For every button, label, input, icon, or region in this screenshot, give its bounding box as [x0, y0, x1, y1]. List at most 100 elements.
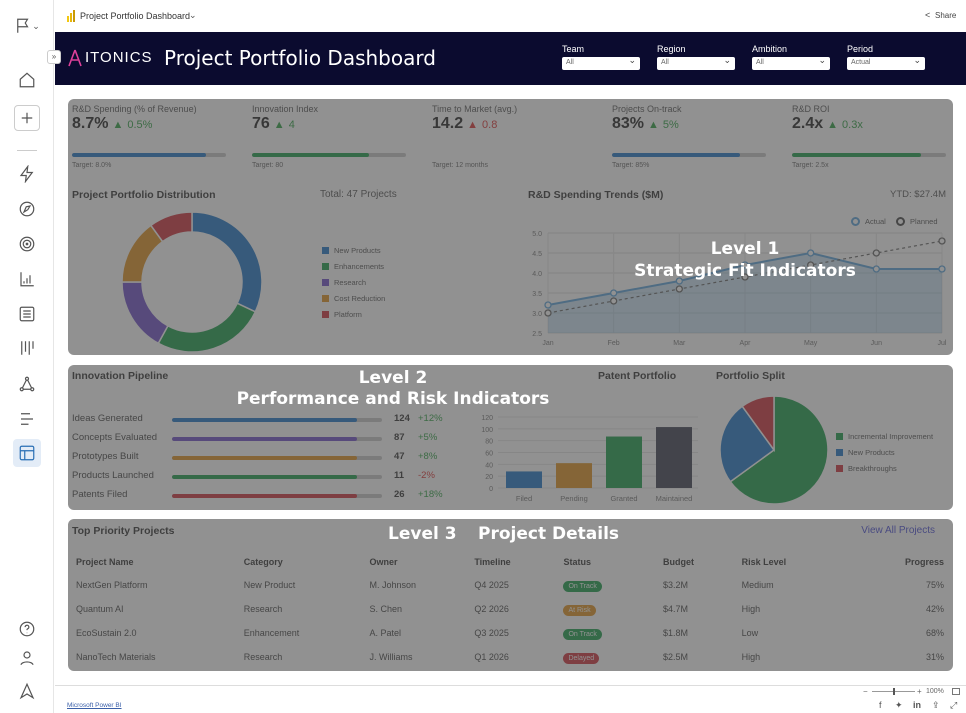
table-cell: J. Williams — [369, 652, 413, 662]
team-select[interactable]: All — [562, 55, 640, 70]
region-filter[interactable]: Region All — [657, 44, 735, 70]
share-icon[interactable]: < — [925, 10, 931, 20]
report-topbar: Project Portfolio Dashboard ⌄ < Share — [55, 0, 966, 32]
table-row[interactable]: Quantum AI Research S. Chen Q2 2026 At Risk $… — [76, 597, 944, 621]
twitter-icon[interactable]: ✦ — [895, 700, 903, 710]
table-cell: NanoTech Materials — [76, 652, 156, 662]
nodes-icon[interactable] — [14, 371, 40, 397]
column-header[interactable]: Owner — [369, 557, 398, 567]
flag-icon[interactable]: ⌄ — [10, 13, 44, 39]
planned-point[interactable] — [675, 285, 683, 293]
actual-point[interactable] — [544, 301, 552, 309]
powerbi-link[interactable]: Microsoft Power BI — [67, 702, 122, 709]
legend-label: Incremental Improvement — [848, 432, 934, 441]
y-tick-label: 100 — [481, 427, 493, 434]
actual-point[interactable] — [938, 265, 946, 273]
zoom-slider[interactable] — [872, 688, 915, 695]
patent-bar[interactable] — [506, 471, 542, 488]
x-tick-label: Jan — [542, 340, 553, 347]
align-icon[interactable] — [14, 406, 40, 432]
level1-title: Level 1 — [710, 239, 780, 259]
linkedin-icon[interactable]: in — [913, 700, 921, 710]
legend-swatch — [836, 465, 843, 472]
donut-slice[interactable] — [157, 302, 257, 353]
table-cell: Research — [243, 604, 283, 614]
period-select[interactable]: Actual — [847, 55, 925, 70]
plus-icon[interactable] — [14, 105, 40, 131]
column-header[interactable]: Progress — [904, 557, 944, 567]
legend-label: Research — [334, 278, 367, 287]
send-icon[interactable] — [14, 196, 40, 222]
column-header[interactable]: Timeline — [474, 557, 511, 567]
zoom-in-button[interactable]: + — [917, 687, 922, 696]
team-filter[interactable]: Team All — [562, 44, 640, 70]
kanban-icon[interactable] — [14, 335, 40, 361]
legend-label: New Products — [334, 246, 381, 255]
home-icon[interactable] — [14, 67, 40, 93]
column-header[interactable]: Risk Level — [741, 557, 787, 567]
expand-pane-button[interactable]: » — [47, 50, 61, 64]
y-tick-label: 60 — [485, 451, 493, 458]
user-icon[interactable] — [14, 645, 40, 671]
zoom-out-button[interactable]: − — [863, 687, 868, 696]
help-icon[interactable] — [14, 616, 40, 642]
donut-slice[interactable] — [191, 211, 263, 313]
chevron-down-icon[interactable]: ⌄ — [189, 10, 197, 20]
x-tick-label: Pending — [560, 494, 588, 503]
y-tick-label: 0 — [489, 486, 493, 493]
view-all-projects-link[interactable]: View All Projects — [861, 525, 935, 536]
facebook-icon[interactable]: f — [879, 700, 882, 710]
ambition-filter[interactable]: Ambition All — [752, 44, 830, 70]
ambition-select[interactable]: All — [752, 55, 830, 70]
period-filter[interactable]: Period Actual — [847, 44, 925, 70]
region-select[interactable]: All — [657, 55, 735, 70]
table-cell: 75% — [925, 580, 944, 590]
donut-legend-item: Platform — [322, 310, 362, 319]
column-header[interactable]: Category — [243, 557, 283, 567]
y-tick-label: 120 — [481, 415, 493, 422]
level3-title: Level 3 — [388, 524, 457, 544]
share-button[interactable]: Share — [935, 11, 957, 20]
list-icon[interactable] — [14, 301, 40, 327]
chart-icon[interactable] — [14, 266, 40, 292]
legend-actual: Actual — [851, 217, 886, 226]
level3-panel: Top Priority Projects View All Projects … — [68, 519, 953, 671]
column-header[interactable]: Status — [563, 557, 591, 567]
column-header[interactable]: Project Name — [76, 557, 134, 567]
planned-point[interactable] — [610, 297, 618, 305]
target-icon[interactable] — [14, 231, 40, 257]
x-tick-label: Jul — [938, 340, 947, 347]
fullscreen-icon[interactable]: ⤢ — [950, 700, 958, 710]
patent-bar[interactable] — [606, 436, 642, 488]
donut-legend-item: Enhancements — [322, 262, 384, 271]
patent-bar[interactable] — [656, 427, 692, 488]
table-row[interactable]: NextGen Platform New Product M. Johnson Q4 … — [76, 573, 944, 597]
donut-slice[interactable] — [121, 281, 169, 345]
legend-swatch — [836, 449, 843, 456]
table-cell: High — [741, 652, 761, 662]
share-icon[interactable]: ⇪ — [932, 700, 940, 710]
layout-icon[interactable] — [13, 439, 41, 467]
planned-point[interactable] — [872, 249, 880, 257]
report-title[interactable]: Project Portfolio Dashboard — [80, 11, 191, 21]
table-row[interactable]: NanoTech Materials Research J. Williams Q1 … — [76, 645, 944, 669]
actual-point[interactable] — [610, 289, 618, 297]
table-cell: New Product — [243, 580, 296, 590]
column-header[interactable]: Budget — [663, 557, 695, 567]
fit-page-icon[interactable] — [952, 688, 960, 695]
dashboard-header: ITONICS Project Portfolio Dashboard Team… — [55, 32, 966, 85]
y-tick-label: 20 — [485, 474, 493, 481]
status-badge: On Track — [563, 629, 602, 640]
planned-point[interactable] — [938, 237, 946, 245]
legend-label: New Products — [848, 448, 895, 457]
actual-point[interactable] — [872, 265, 880, 273]
split-legend-item: New Products — [836, 448, 895, 457]
actual-point[interactable] — [807, 249, 815, 257]
patent-bar[interactable] — [556, 463, 592, 488]
x-tick-label: May — [804, 340, 818, 347]
lightning-icon[interactable] — [14, 161, 40, 187]
table-row[interactable]: EcoSustain 2.0 Enhancement A. Patel Q3 2025… — [76, 621, 944, 645]
planned-point[interactable] — [544, 309, 552, 317]
split-legend-item: Incremental Improvement — [836, 432, 933, 441]
y-tick-label: 4.5 — [532, 251, 542, 258]
